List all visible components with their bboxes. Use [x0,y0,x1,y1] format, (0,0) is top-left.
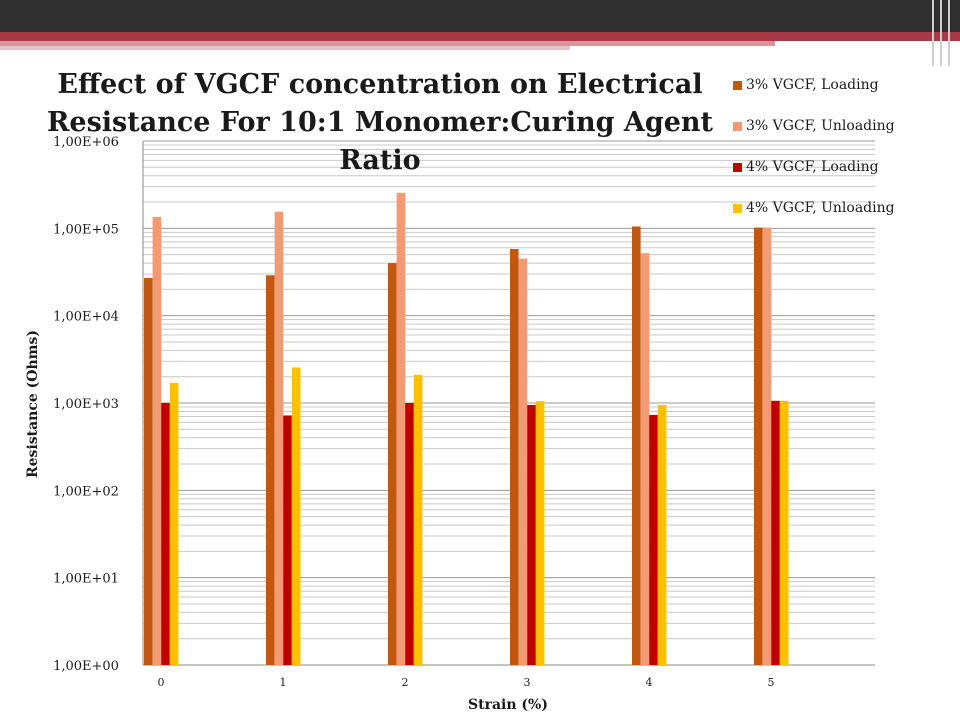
bar-3-vgcf-loading [632,226,641,666]
bar-3-vgcf-loading [266,275,275,665]
legend-item: 4% VGCF, Loading [733,156,895,178]
bar-4-vgcf-loading [649,414,658,665]
legend-item: 3% VGCF, Unloading [733,115,895,137]
x-tick-label: 1 [280,676,287,689]
bar-3-vgcf-loading [144,277,153,665]
x-tick-label: 2 [402,676,409,689]
x-tick-label: 4 [646,676,653,689]
bar-4-vgcf-loading [405,403,414,665]
chart-gridlines [143,140,875,666]
chart-title-line: Resistance For 10:1 Monomer:Curing Agent [46,107,714,138]
chart-legend: 3% VGCF, Loading 3% VGCF, Unloading 4% V… [733,74,895,238]
chart-title: Effect of VGCF concentration on Electric… [0,66,760,180]
slide-accent-stripe-light [0,46,570,50]
y-tick-label: 1,00E+01 [53,572,119,587]
chart-tick-labels: 1,00E+00 1,00E+01 1,00E+02 1,00E+03 1,00E+04… [53,135,774,689]
slide-accent-highlight [570,50,890,53]
bar-4-vgcf-unloading [779,400,789,665]
legend-label: 4% VGCF, Unloading [746,200,895,216]
bar-3-vgcf-loading [510,248,519,665]
x-tick-label: 5 [768,676,775,689]
chart-axes [142,141,875,666]
bar-4-vgcf-unloading [535,401,545,665]
x-axis-title: Strain (%) [468,697,548,713]
legend-label: 3% VGCF, Loading [746,77,879,93]
bar-4-vgcf-loading [283,415,292,665]
bar-3-vgcf-unloading [518,258,528,665]
y-tick-label: 1,00E+04 [53,310,119,325]
bar-4-vgcf-unloading [169,382,179,665]
slide-accent-band [0,32,960,41]
bar-3-vgcf-unloading [274,211,284,665]
chart-bars [144,192,789,666]
bar-3-vgcf-unloading [640,253,650,665]
bar-4-vgcf-loading [771,400,780,665]
legend-label: 4% VGCF, Loading [746,159,879,175]
legend-swatch [733,121,742,131]
bar-3-vgcf-loading [388,263,397,665]
bar-3-vgcf-unloading [762,227,772,665]
legend-label: 3% VGCF, Unloading [746,118,895,134]
x-tick-label: 0 [158,676,165,689]
y-tick-label: 1,00E+00 [53,659,119,674]
slide-deco-line [940,0,942,66]
y-tick-label: 1,00E+03 [53,397,119,412]
legend-item: 3% VGCF, Loading [733,74,895,96]
x-tick-label: 3 [524,676,531,689]
chart-title-line: Effect of VGCF concentration on Electric… [57,69,703,100]
bar-4-vgcf-unloading [657,404,667,665]
y-axis-title: Resistance (Ohms) [25,330,41,478]
legend-item: 4% VGCF, Unloading [733,197,895,219]
y-tick-label: 1,00E+02 [53,484,119,499]
bar-4-vgcf-unloading [291,367,301,665]
slide-header-bar [0,0,960,32]
legend-swatch [733,162,742,172]
bar-4-vgcf-loading [527,404,536,665]
chart-title-line: Ratio [339,145,421,176]
y-tick-label: 1,00E+05 [53,222,119,237]
bar-3-vgcf-unloading [152,216,162,665]
bar-4-vgcf-loading [161,403,170,665]
legend-swatch [733,203,742,213]
slide-deco-line [932,0,934,66]
bar-3-vgcf-loading [754,227,763,665]
y-tick-label: 1,00E+06 [53,135,119,150]
bar-3-vgcf-unloading [396,192,406,665]
bar-4-vgcf-unloading [413,374,423,665]
legend-swatch [733,80,742,90]
slide-deco-line [948,0,950,66]
slide-accent-stripe [0,41,775,46]
